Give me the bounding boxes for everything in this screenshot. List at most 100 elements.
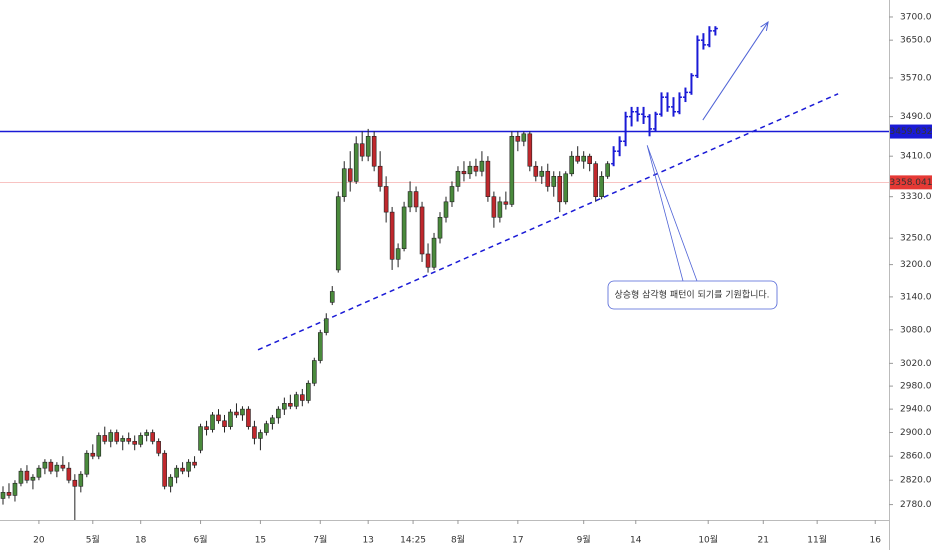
x-tick-label: 13: [362, 536, 373, 546]
candle-body: [228, 411, 233, 427]
candle-body: [377, 165, 383, 187]
candle-body: [78, 473, 84, 487]
y-tick-label: 3490.000: [900, 112, 932, 122]
candle-body: [413, 191, 419, 208]
candle-body: [443, 201, 449, 218]
candle-body: [419, 206, 425, 255]
candle-body: [401, 206, 407, 249]
candle-body: [539, 170, 545, 177]
x-tick-label: 17: [512, 536, 523, 546]
x-tick-label: 11월: [807, 534, 827, 546]
candle-body: [551, 176, 557, 187]
candle-body: [491, 196, 497, 218]
candle-body: [449, 186, 455, 203]
candle-body: [216, 414, 221, 422]
candle-body: [437, 216, 443, 239]
y-tick-label: 3250.000: [900, 234, 932, 244]
candle-body: [497, 201, 503, 218]
plot-area: 상승형 삼각형 패턴이 되기를 기원합니다.: [0, 20, 889, 520]
candle-body: [0, 492, 6, 499]
candle-body: [557, 176, 563, 203]
candle-body: [252, 426, 257, 439]
candle-body: [126, 438, 132, 442]
candle-body: [353, 143, 359, 182]
candle-body: [605, 163, 610, 177]
candle-body: [192, 461, 197, 466]
candle-body: [455, 170, 461, 187]
candle-body: [12, 482, 18, 496]
candle-body: [270, 417, 275, 425]
x-tick-label: 14:25: [400, 536, 426, 546]
y-tick-label: 2980.000: [900, 382, 932, 392]
x-tick-label: 14: [630, 536, 642, 546]
y-tick-label: 3700.000: [900, 12, 932, 22]
candle-body: [36, 467, 42, 478]
candle-body: [54, 464, 60, 472]
candle-body: [84, 452, 90, 475]
candle-body: [323, 318, 329, 333]
candle-body: [521, 133, 527, 142]
y-tick-label: 3650.000: [900, 36, 932, 46]
y-tick-label: 3570.000: [900, 73, 932, 83]
candle-body: [108, 432, 114, 442]
candle-body: [300, 394, 305, 401]
candle-body: [114, 432, 120, 442]
candle-body: [168, 476, 173, 487]
x-tick-label: 6월: [194, 534, 208, 546]
price-label: 3358.041: [890, 178, 932, 188]
candle-body: [533, 165, 539, 177]
candle-body: [593, 163, 598, 197]
candle-body: [240, 408, 245, 416]
candle-body: [395, 248, 401, 260]
candle-body: [276, 408, 281, 419]
candle-body: [485, 160, 491, 197]
candle-body: [371, 135, 377, 167]
trendline: [257, 93, 839, 351]
candle-body: [473, 165, 479, 172]
candle-body: [407, 191, 413, 208]
y-tick-label: 3080.000: [900, 325, 932, 335]
candle-body: [347, 168, 353, 182]
y-tick-label: 2860.000: [900, 452, 932, 462]
candle-body: [222, 420, 227, 427]
candle-body: [581, 155, 586, 162]
candle-body: [431, 237, 437, 268]
candle-body: [30, 476, 36, 481]
x-tick-label: 15: [255, 536, 266, 546]
candle-body: [186, 461, 191, 472]
x-tick-label: 21: [758, 536, 769, 546]
x-tick-label: 10월: [698, 534, 718, 546]
candle-body: [479, 160, 485, 172]
x-tick-label: 8월: [451, 534, 465, 546]
y-tick-label: 3410.000: [900, 152, 932, 162]
y-tick-label: 2940.000: [900, 405, 932, 415]
y-tick-label: 3140.000: [900, 292, 932, 302]
candle-body: [204, 426, 209, 430]
x-tick-label: 20: [33, 536, 45, 546]
callout-text: 상승형 삼각형 패턴이 되기를 기원합니다.: [614, 289, 769, 301]
candle-body: [234, 411, 239, 416]
candle-body: [563, 173, 569, 203]
candle-body: [246, 408, 251, 427]
candle-body: [42, 461, 48, 469]
candle-body: [527, 133, 533, 167]
candle-body: [575, 155, 581, 162]
candle-body: [90, 452, 96, 457]
x-tick-label: 7월: [313, 534, 327, 546]
candle-body: [341, 168, 347, 197]
arrow-line: [702, 21, 769, 121]
candle-body: [210, 414, 215, 430]
candle-body: [545, 170, 551, 187]
candle-body: [60, 464, 66, 469]
candle-body: [335, 196, 341, 271]
y-tick-label: 3330.000: [900, 192, 932, 202]
x-tick-label: 18: [135, 536, 147, 546]
candle-body: [102, 435, 108, 442]
candle-body: [294, 394, 299, 407]
callout-box: [607, 280, 778, 310]
price-label: 3459.632: [890, 127, 932, 137]
candle-body: [311, 360, 317, 384]
candle-body: [599, 176, 604, 197]
